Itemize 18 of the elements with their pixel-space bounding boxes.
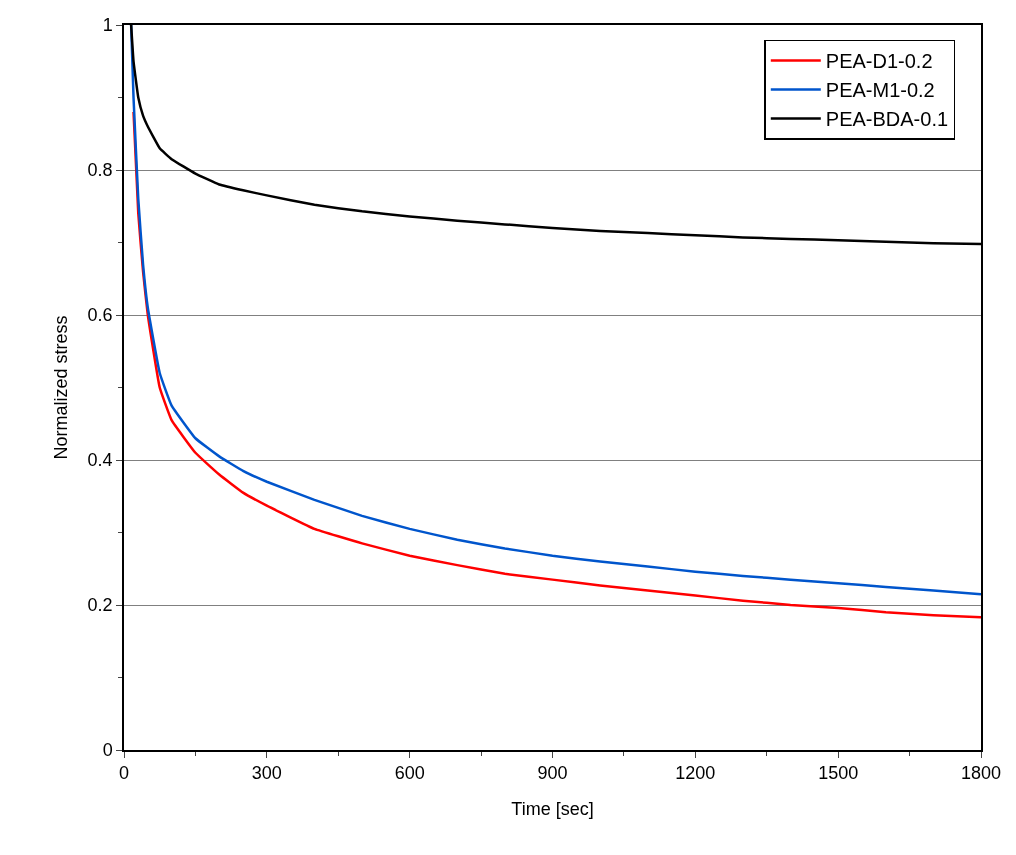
- y-tick-label: 1: [102, 15, 113, 36]
- y-tick-label: 0.6: [87, 305, 113, 326]
- legend-label: PEA-M1-0.2: [825, 79, 935, 102]
- y-tick-label: 0.8: [87, 160, 113, 181]
- x-tick-label: 1800: [960, 763, 1002, 784]
- x-tick-label: 600: [394, 763, 425, 784]
- x-tick-label: 0: [118, 763, 130, 784]
- x-axis-title: Time [sec]: [511, 798, 594, 819]
- legend-label: PEA-D1-0.2: [825, 50, 933, 73]
- legend-label: PEA-BDA-0.1: [825, 108, 949, 131]
- y-tick-label: 0.2: [87, 595, 113, 616]
- x-tick-label: 300: [251, 763, 282, 784]
- y-tick-label: 0: [102, 740, 113, 761]
- x-tick-label: 1500: [818, 763, 859, 784]
- y-tick-label: 0.4: [87, 450, 113, 471]
- y-axis-title: Normalized stress: [51, 315, 72, 460]
- x-tick-label: 1200: [675, 763, 716, 784]
- x-tick-label: 900: [537, 763, 568, 784]
